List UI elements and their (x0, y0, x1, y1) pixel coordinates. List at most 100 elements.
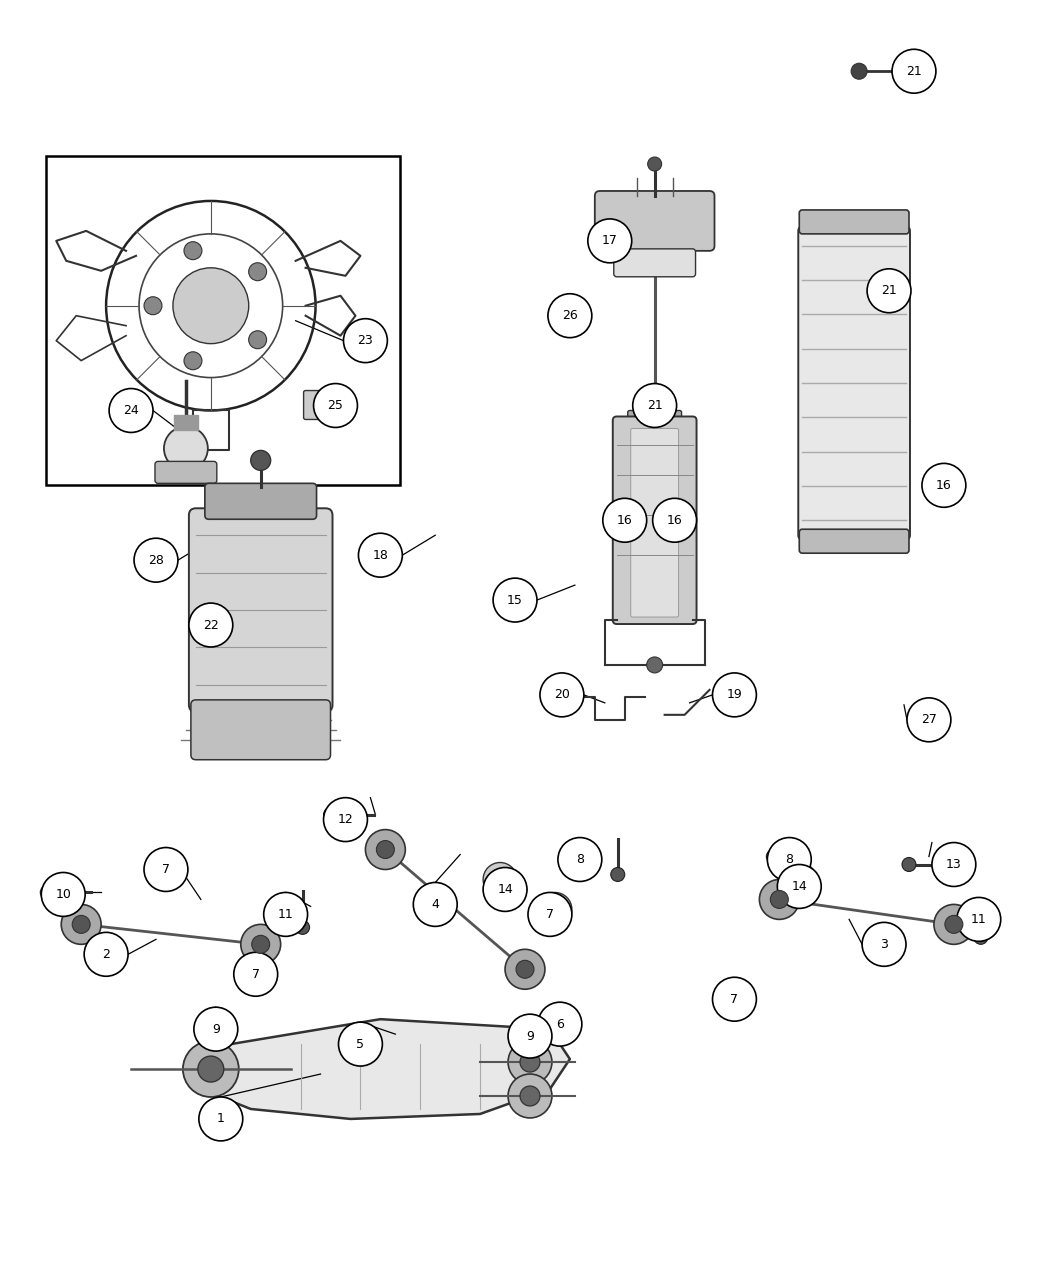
Text: 2: 2 (102, 947, 110, 961)
FancyBboxPatch shape (155, 462, 216, 483)
FancyBboxPatch shape (631, 428, 678, 617)
Circle shape (540, 673, 584, 717)
Circle shape (528, 892, 572, 936)
Text: 24: 24 (123, 404, 139, 417)
Circle shape (494, 872, 507, 886)
Text: 19: 19 (727, 688, 742, 701)
Circle shape (521, 1019, 549, 1046)
Text: 7: 7 (252, 968, 259, 980)
Text: 18: 18 (373, 548, 388, 562)
Circle shape (189, 603, 233, 646)
Text: 5: 5 (356, 1038, 364, 1051)
Circle shape (611, 867, 625, 881)
FancyBboxPatch shape (614, 249, 695, 277)
FancyBboxPatch shape (594, 191, 714, 251)
Polygon shape (201, 1019, 570, 1119)
Circle shape (197, 1056, 224, 1082)
Circle shape (538, 892, 572, 927)
Circle shape (933, 904, 973, 945)
Circle shape (922, 463, 966, 507)
Circle shape (194, 1007, 237, 1051)
Circle shape (40, 885, 55, 899)
Text: 21: 21 (647, 399, 663, 412)
Circle shape (516, 960, 534, 978)
Circle shape (852, 64, 867, 79)
Circle shape (323, 807, 337, 821)
Text: 7: 7 (731, 993, 738, 1006)
Circle shape (183, 1042, 238, 1096)
Text: 3: 3 (880, 938, 888, 951)
Circle shape (957, 898, 1001, 941)
Circle shape (548, 903, 562, 917)
Circle shape (782, 862, 816, 896)
Circle shape (508, 1040, 552, 1084)
Circle shape (323, 798, 367, 842)
Circle shape (483, 862, 517, 896)
Text: 8: 8 (785, 853, 794, 866)
Text: 15: 15 (507, 594, 523, 607)
Circle shape (633, 384, 676, 427)
Text: 6: 6 (555, 1017, 564, 1030)
FancyBboxPatch shape (799, 529, 909, 553)
Circle shape (508, 1074, 552, 1118)
FancyBboxPatch shape (798, 227, 910, 539)
Circle shape (867, 269, 911, 312)
Text: 11: 11 (278, 908, 294, 921)
Text: 8: 8 (575, 853, 584, 866)
Circle shape (647, 657, 663, 673)
FancyBboxPatch shape (799, 210, 909, 233)
Circle shape (483, 867, 527, 912)
Circle shape (558, 838, 602, 881)
Circle shape (766, 849, 780, 863)
Circle shape (109, 389, 153, 432)
Text: 4: 4 (432, 898, 439, 910)
Text: 9: 9 (212, 1023, 219, 1035)
Circle shape (494, 578, 537, 622)
Circle shape (892, 50, 936, 93)
Text: 22: 22 (203, 618, 218, 631)
Circle shape (508, 1014, 552, 1058)
Circle shape (520, 1052, 540, 1072)
Circle shape (184, 242, 202, 260)
Circle shape (252, 936, 270, 954)
Text: 21: 21 (881, 284, 897, 297)
Text: 14: 14 (498, 884, 513, 896)
Circle shape (588, 219, 632, 263)
Circle shape (134, 538, 177, 583)
Circle shape (144, 848, 188, 891)
Circle shape (173, 268, 249, 344)
Circle shape (653, 499, 696, 542)
Circle shape (144, 297, 162, 315)
Text: 13: 13 (946, 858, 962, 871)
Text: 16: 16 (936, 479, 951, 492)
Circle shape (713, 673, 756, 717)
Text: 26: 26 (562, 310, 578, 323)
Circle shape (862, 922, 906, 966)
Circle shape (973, 931, 988, 945)
Circle shape (376, 840, 395, 858)
Circle shape (505, 950, 545, 989)
Circle shape (529, 1026, 541, 1038)
Circle shape (538, 1002, 582, 1046)
Text: 16: 16 (667, 514, 682, 527)
Circle shape (771, 890, 789, 908)
Text: 20: 20 (554, 688, 570, 701)
Text: 7: 7 (162, 863, 170, 876)
Text: 9: 9 (526, 1030, 533, 1043)
FancyBboxPatch shape (613, 417, 696, 623)
Circle shape (198, 1096, 243, 1141)
FancyBboxPatch shape (550, 1005, 570, 1034)
FancyBboxPatch shape (303, 390, 345, 419)
FancyBboxPatch shape (628, 411, 681, 432)
Circle shape (251, 450, 271, 470)
Circle shape (338, 1023, 382, 1066)
Circle shape (207, 1019, 218, 1030)
Circle shape (793, 872, 806, 886)
Circle shape (41, 872, 85, 917)
Text: 10: 10 (56, 887, 71, 901)
Circle shape (198, 1010, 227, 1038)
Circle shape (343, 319, 387, 362)
Circle shape (61, 904, 101, 945)
Circle shape (184, 352, 202, 370)
Circle shape (264, 892, 308, 936)
